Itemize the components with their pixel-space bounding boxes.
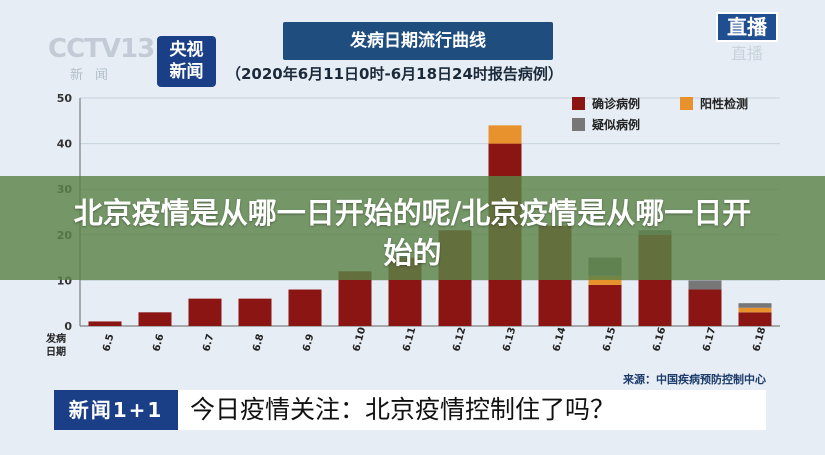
x-tick-label: 6.10 xyxy=(351,326,368,353)
bar-segment xyxy=(588,284,622,326)
x-tick-label: 6.9 xyxy=(301,333,316,353)
news-badge: 央视新闻 xyxy=(157,36,216,87)
live-badge-bottom: 直播 xyxy=(730,44,763,63)
lower-third-headline: 今日疫情关注：北京疫情控制住了吗？ xyxy=(190,395,616,424)
bar-segment xyxy=(188,298,222,326)
overlay-banner xyxy=(0,176,825,280)
legend-swatch xyxy=(572,97,585,110)
bar-segment xyxy=(338,271,372,326)
bar-segment xyxy=(238,298,272,326)
legend-label: 疑似病例 xyxy=(592,117,640,132)
x-tick-label: 6.16 xyxy=(651,326,668,353)
bar-segment xyxy=(588,275,622,285)
chart-source: 来源：中国疾病预防控制中心 xyxy=(623,373,766,386)
y-tick-label: 50 xyxy=(57,92,73,105)
y-tick-label: 0 xyxy=(64,320,72,333)
x-tick-label: 6.8 xyxy=(251,333,266,353)
x-axis-label: 日期 xyxy=(46,345,66,358)
chart-title: 发病日期流行曲线 xyxy=(283,22,553,60)
bar-segment xyxy=(288,289,322,326)
live-badge-top: 直播 xyxy=(716,12,778,42)
legend-label: 确诊病例 xyxy=(592,96,640,111)
x-tick-label: 6.13 xyxy=(501,326,518,353)
x-tick-label: 6.11 xyxy=(401,326,418,353)
bar-segment xyxy=(138,312,172,326)
x-tick-label: 6.12 xyxy=(451,326,468,353)
bar-segment xyxy=(738,303,772,308)
x-axis-label: 发病 xyxy=(45,332,66,345)
legend-swatch xyxy=(572,118,585,131)
cctv-logo: CCTV13 新闻 xyxy=(48,34,155,83)
x-tick-label: 6.14 xyxy=(551,326,568,353)
legend-label: 阳性检测 xyxy=(700,96,748,111)
bar-segment xyxy=(688,280,722,290)
x-tick-label: 6.17 xyxy=(701,326,718,353)
bar-segment xyxy=(88,321,122,326)
live-badge: 直播 直播 xyxy=(716,12,778,66)
overlay-banner-text: 北京疫情是从哪一日开始的呢/北京疫情是从哪一日开始的 xyxy=(73,196,752,270)
bar-segment xyxy=(688,289,722,326)
x-tick-label: 6.15 xyxy=(601,326,618,353)
lower-third-tag: 新闻1+1 xyxy=(54,390,178,430)
legend-swatch xyxy=(680,97,693,110)
bar-segment xyxy=(488,125,522,144)
news-badge-label: 央视新闻 xyxy=(169,40,204,82)
y-tick-label: 40 xyxy=(57,138,73,151)
x-tick-label: 6.5 xyxy=(101,333,116,353)
cctv-logo-main: CCTV13 xyxy=(48,34,155,64)
cctv-logo-sub: 新闻 xyxy=(70,68,121,83)
x-tick-label: 6.18 xyxy=(751,326,768,353)
chart-subtitle: （2020年6月11日0时-6月18日24时报告病例） xyxy=(226,65,563,83)
x-tick-label: 6.7 xyxy=(201,333,216,353)
bar-segment xyxy=(738,307,772,313)
bar-segment xyxy=(738,312,772,326)
x-tick-label: 6.6 xyxy=(151,333,166,353)
